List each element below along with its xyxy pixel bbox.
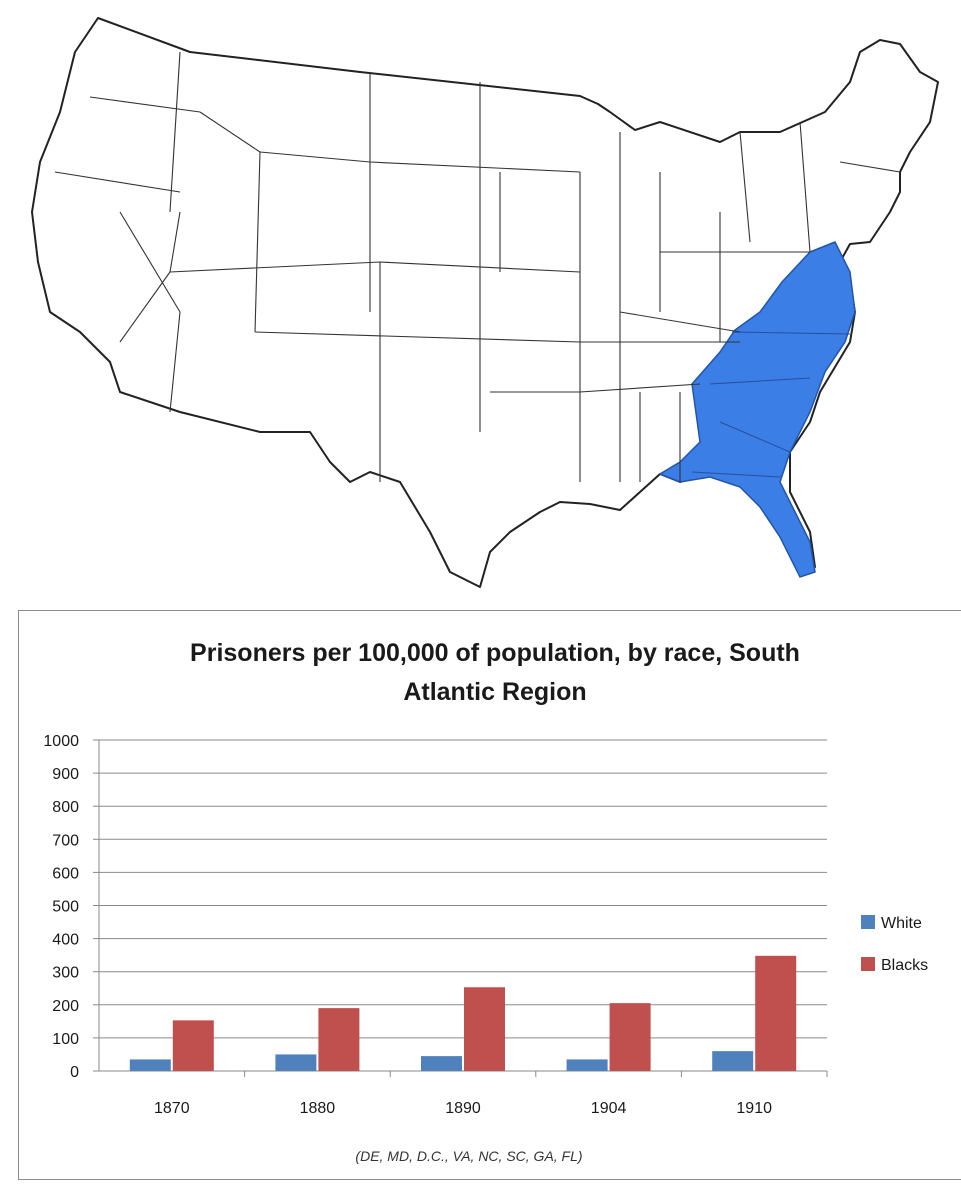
chart-title-line-2: Atlantic Region [403, 678, 586, 706]
bar-white-1870 [129, 1059, 171, 1071]
y-tick-label: 1000 [43, 733, 79, 750]
x-tick-label: 1880 [300, 1100, 336, 1117]
x-tick-label: 1870 [154, 1100, 190, 1117]
us-map [31, 17, 939, 588]
legend-swatch-blacks [861, 957, 875, 971]
y-tick-label: 800 [52, 799, 79, 816]
bar-blacks-1890 [464, 987, 505, 1071]
bars [129, 955, 797, 1071]
chart-panel: Prisoners per 100,000 of population, by … [18, 610, 961, 1180]
legend-label-blacks: Blacks [881, 957, 928, 974]
y-tick-label: 700 [52, 832, 79, 849]
y-tick-label: 900 [52, 766, 79, 783]
y-axis-ticks: 0 100 200 300 400 500 600 700 800 900 1000 [43, 733, 79, 1081]
y-tick-label: 400 [52, 932, 79, 949]
bar-blacks-1880 [318, 1008, 360, 1071]
x-tick-label: 1910 [736, 1100, 772, 1117]
legend: White Blacks [861, 915, 928, 974]
y-tick-label: 200 [52, 998, 79, 1015]
y-tick-label: 100 [52, 1031, 79, 1048]
y-tick-label: 500 [52, 899, 79, 916]
region-note: (DE, MD, D.C., VA, NC, SC, GA, FL) [355, 1148, 582, 1164]
y-tick-label: 300 [52, 965, 79, 982]
bar-blacks-1904 [609, 1003, 651, 1071]
bar-blacks-1910 [755, 955, 797, 1071]
x-axis-ticks: 1870 1880 1890 1904 1910 [154, 1100, 772, 1117]
bar-white-1890 [421, 1056, 462, 1071]
y-tick-label: 600 [52, 865, 79, 882]
bar-chart: Prisoners per 100,000 of population, by … [43, 639, 928, 1164]
legend-swatch-white [861, 915, 875, 929]
x-tick-label: 1904 [591, 1100, 627, 1117]
bar-white-1880 [275, 1054, 317, 1071]
gridlines [93, 739, 828, 1077]
south-atlantic-state-borders [691, 331, 851, 478]
bar-white-1910 [712, 1051, 754, 1071]
x-tick-label: 1890 [445, 1100, 481, 1117]
state-borders [54, 51, 901, 482]
chart-title-line-1: Prisoners per 100,000 of population, by … [190, 639, 800, 667]
legend-label-white: White [881, 915, 922, 932]
bar-blacks-1870 [172, 1020, 214, 1071]
south-atlantic-region [658, 241, 856, 578]
y-tick-label: 0 [70, 1064, 79, 1081]
bar-white-1904 [566, 1059, 608, 1071]
